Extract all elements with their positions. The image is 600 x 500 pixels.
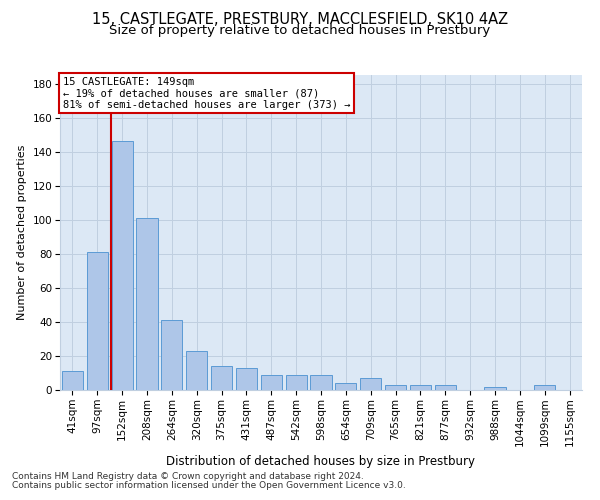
Bar: [62, 372, 83, 390]
Text: Contains HM Land Registry data © Crown copyright and database right 2024.: Contains HM Land Registry data © Crown c…: [12, 472, 364, 481]
Text: 15 CASTLEGATE: 149sqm
← 19% of detached houses are smaller (87)
81% of semi-deta: 15 CASTLEGATE: 149sqm ← 19% of detached …: [62, 76, 350, 110]
Text: 15, CASTLEGATE, PRESTBURY, MACCLESFIELD, SK10 4AZ: 15, CASTLEGATE, PRESTBURY, MACCLESFIELD,…: [92, 12, 508, 28]
Bar: [136, 218, 158, 390]
Bar: [410, 385, 431, 390]
Bar: [112, 142, 133, 390]
Bar: [261, 374, 282, 390]
Bar: [236, 368, 257, 390]
Bar: [186, 351, 207, 390]
Y-axis label: Number of detached properties: Number of detached properties: [17, 145, 27, 320]
Bar: [484, 386, 506, 390]
Bar: [534, 385, 555, 390]
Bar: [385, 385, 406, 390]
Bar: [360, 378, 381, 390]
Bar: [435, 385, 456, 390]
Bar: [335, 383, 356, 390]
Bar: [87, 252, 108, 390]
Text: Contains public sector information licensed under the Open Government Licence v3: Contains public sector information licen…: [12, 481, 406, 490]
Text: Size of property relative to detached houses in Prestbury: Size of property relative to detached ho…: [109, 24, 491, 37]
Bar: [161, 320, 182, 390]
X-axis label: Distribution of detached houses by size in Prestbury: Distribution of detached houses by size …: [167, 454, 476, 468]
Bar: [211, 366, 232, 390]
Bar: [310, 374, 332, 390]
Bar: [286, 374, 307, 390]
